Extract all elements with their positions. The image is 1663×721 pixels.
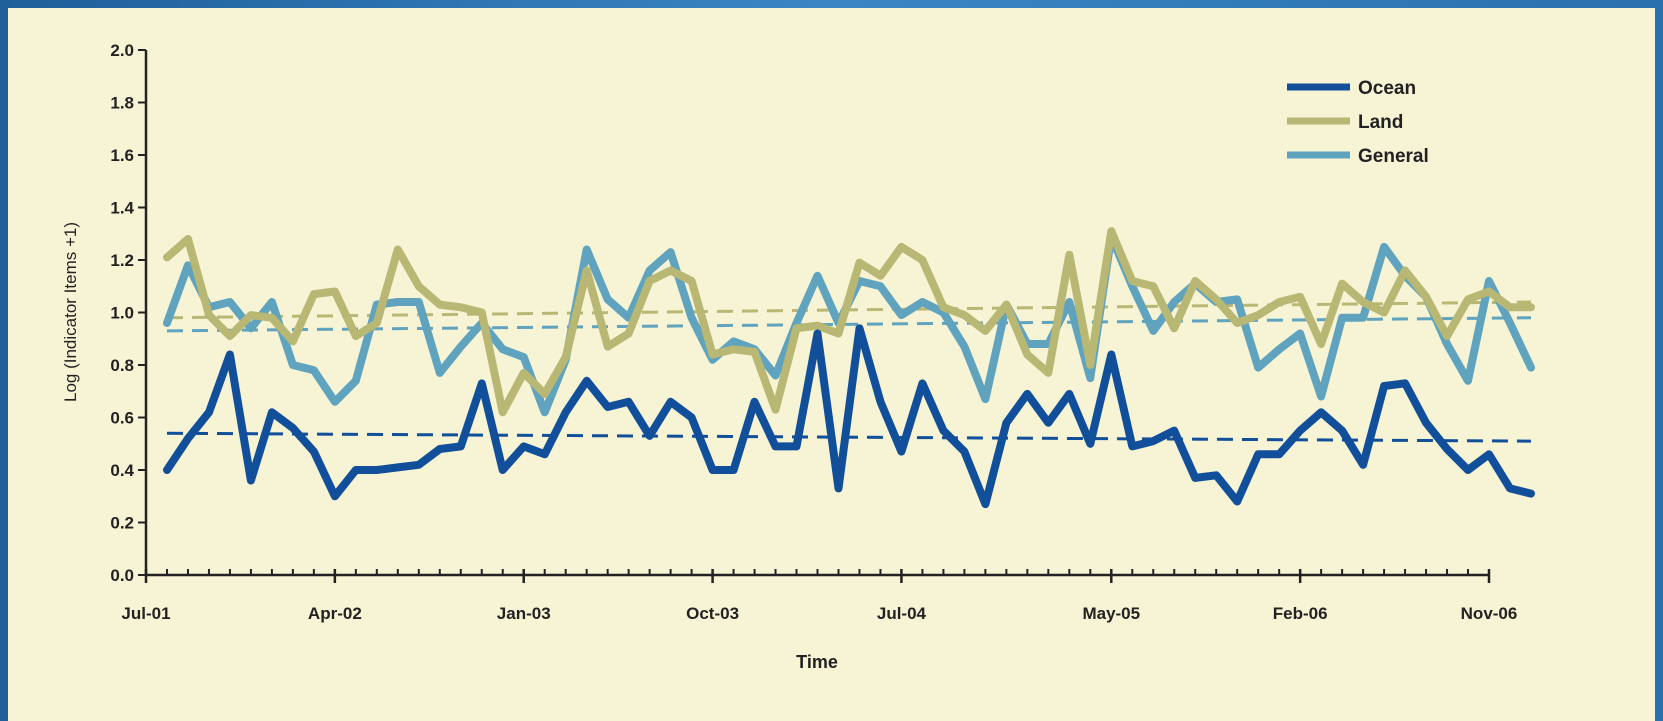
series-line-ocean <box>163 324 1535 509</box>
x-axis-title: Time <box>796 652 838 672</box>
y-tick-label: 0.4 <box>110 461 134 480</box>
x-tick-label: Apr-02 <box>308 604 362 623</box>
y-tick-label: 0.6 <box>110 409 134 428</box>
y-tick-label: 1.8 <box>110 94 134 113</box>
x-tick-label: Jul-01 <box>121 604 170 623</box>
x-axis: Jul-01 Apr-02 Jan-03 Oct-03 Jul-04 May-05 Feb-… <box>121 569 1517 623</box>
x-tick-label: Nov-06 <box>1461 604 1518 623</box>
y-tick-label: 1.0 <box>110 304 134 323</box>
series-lines <box>163 227 1535 509</box>
y-tick-label: 2.0 <box>110 41 134 60</box>
y-tick-label: 1.2 <box>110 251 134 270</box>
x-tick-label: May-05 <box>1082 604 1140 623</box>
trend-line-general <box>166 316 1531 333</box>
y-axis-title: Log (Indicator Items +1) <box>61 222 80 402</box>
x-tick-label: Oct-03 <box>686 604 739 623</box>
y-tick-label: 0.0 <box>110 566 134 585</box>
legend: Ocean Land General <box>1287 78 1429 167</box>
y-tick-label: 0.2 <box>110 514 134 533</box>
y-axis: 0.0 0.2 0.4 0.6 0.8 1.0 1.2 1.4 1.6 1.8 2.0 <box>110 41 148 585</box>
y-tick-label: 0.8 <box>110 356 134 375</box>
y-tick-label: 1.4 <box>110 199 134 218</box>
series-line-land <box>163 227 1535 417</box>
x-tick-label: Jul-04 <box>877 604 927 623</box>
legend-label-general: General <box>1358 146 1429 167</box>
chart-panel <box>8 8 1655 721</box>
x-tick-label: Feb-06 <box>1273 604 1328 623</box>
y-tick-label: 1.6 <box>110 146 134 165</box>
legend-label-ocean: Ocean <box>1358 78 1416 99</box>
x-tick-label: Jan-03 <box>497 604 551 623</box>
legend-label-land: Land <box>1358 112 1403 133</box>
